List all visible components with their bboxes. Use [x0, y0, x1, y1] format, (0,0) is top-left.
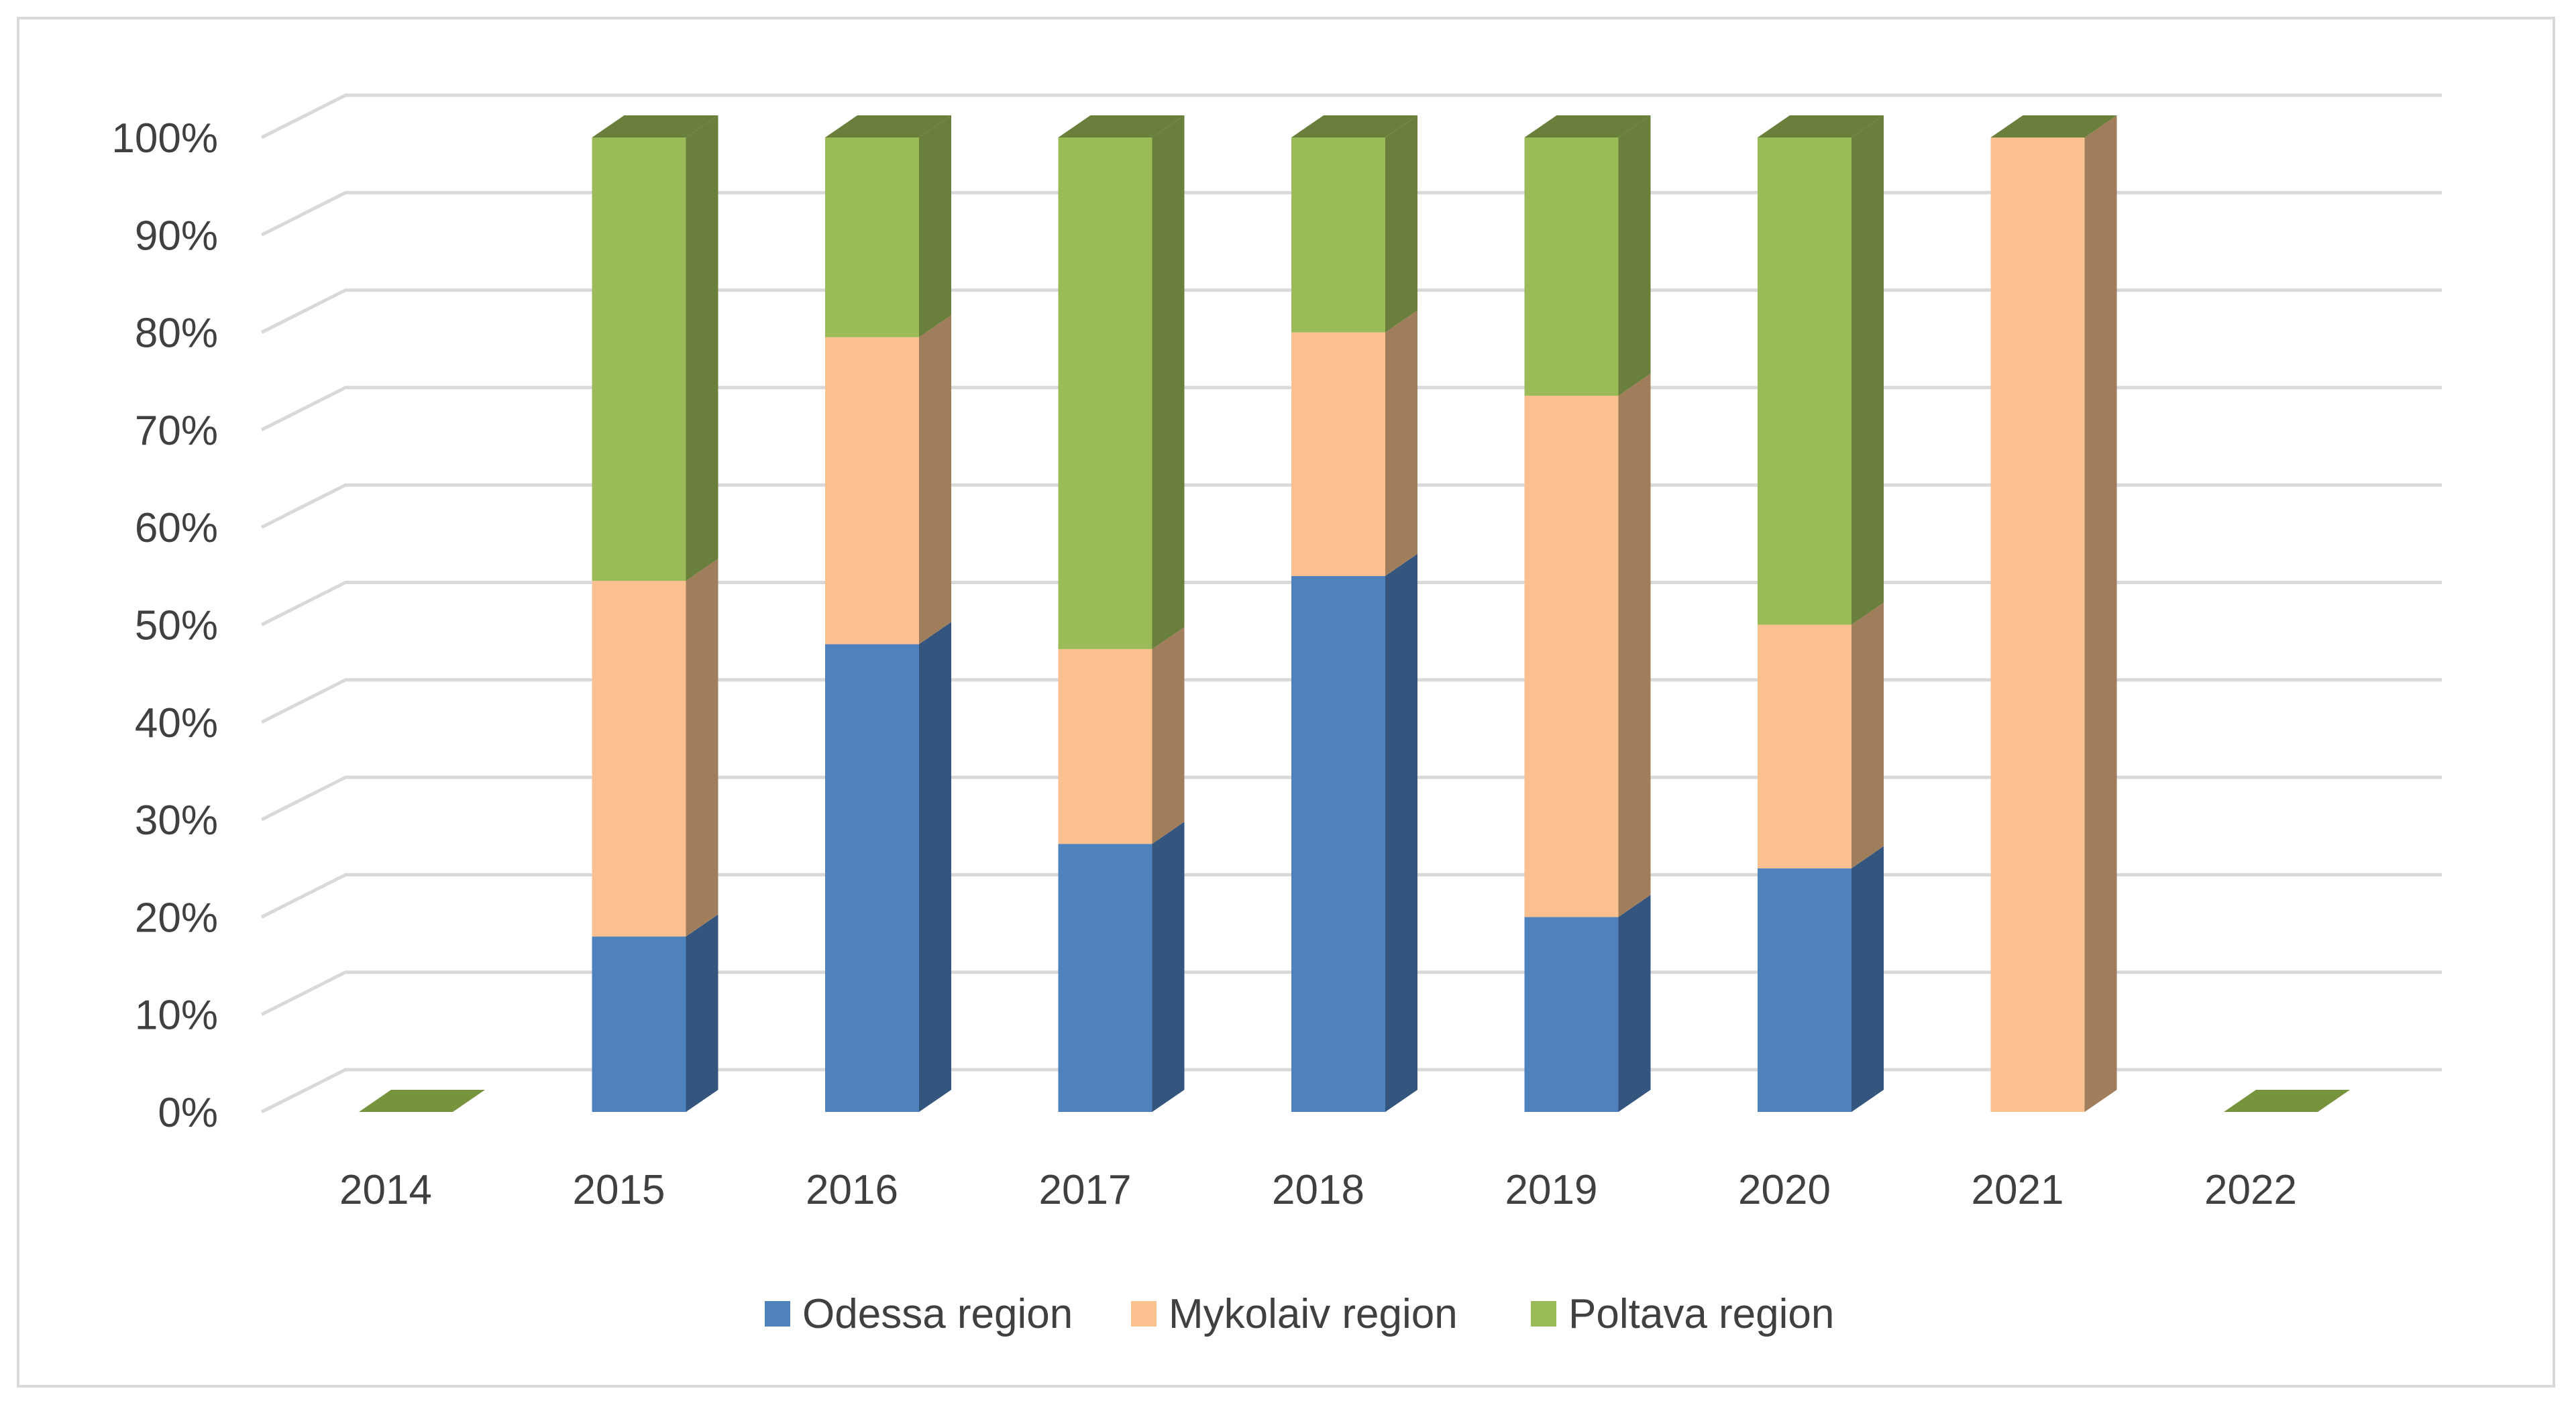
bar-top-cap — [825, 115, 951, 137]
gridline — [260, 775, 2442, 822]
gridline — [260, 386, 2442, 432]
gridline — [260, 288, 2442, 334]
x-tick-label: 2018 — [1272, 1167, 1364, 1213]
bar-top-cap — [1291, 115, 1417, 137]
bar-segment-side — [1385, 553, 1417, 1112]
bar-segment — [592, 137, 686, 581]
y-tick-label: 60% — [135, 505, 218, 551]
gridlines — [260, 93, 2442, 1114]
bar-segment-side — [1385, 115, 1417, 333]
bar-segment-side — [1152, 822, 1185, 1112]
bar-segment-side — [1851, 846, 1884, 1112]
bar-segment — [592, 581, 686, 937]
y-tick-label: 0% — [158, 1090, 218, 1136]
gridline — [260, 483, 2442, 529]
x-tick-label: 2016 — [806, 1167, 898, 1213]
bar-segment — [1291, 137, 1385, 333]
bar-segment-side — [1618, 115, 1651, 396]
bar-top-cap — [1990, 115, 2117, 137]
y-tick-label: 100% — [111, 115, 218, 162]
x-tick-label: 2014 — [339, 1167, 432, 1213]
legend: Odessa region Mykolaiv region Poltava regi… — [765, 1291, 1834, 1337]
bar-segment — [825, 337, 919, 644]
gridline — [260, 1068, 2442, 1114]
gridline — [260, 581, 2442, 626]
x-tick-label: 2017 — [1039, 1167, 1132, 1213]
bar-segment — [1758, 137, 1851, 625]
legend-label: Odessa region — [802, 1291, 1073, 1337]
bar-segment-side — [919, 315, 951, 644]
x-tick-label: 2015 — [573, 1167, 665, 1213]
x-axis-ticks: 2014 2015 2016 2017 2018 2019 2020 2021 2022 — [339, 1167, 2297, 1213]
bars — [359, 115, 2350, 1112]
bar-segment-side — [1385, 310, 1417, 576]
bar-top-cap — [1058, 115, 1185, 137]
bar-segment — [1758, 868, 1851, 1112]
bar-segment — [1291, 575, 1385, 1112]
y-tick-label: 80% — [135, 311, 218, 357]
bar-top-cap — [1524, 115, 1651, 137]
bar-segment — [1058, 649, 1152, 844]
bar-segment — [825, 137, 919, 337]
bar-segment — [825, 644, 919, 1112]
bar-segment-side — [686, 914, 718, 1112]
y-tick-label: 50% — [135, 603, 218, 649]
y-tick-label: 10% — [135, 993, 218, 1039]
legend-swatch — [765, 1301, 790, 1327]
bar-top-cap — [1758, 115, 1884, 137]
bar-segment — [1524, 137, 1619, 396]
bar-segment-side — [686, 559, 718, 937]
gridline — [260, 93, 2442, 139]
bar-segment — [1058, 137, 1152, 649]
y-tick-label: 90% — [135, 213, 218, 259]
bar-segment-side — [1152, 626, 1185, 844]
gridline — [260, 970, 2442, 1016]
legend-label: Poltava region — [1568, 1291, 1834, 1337]
bar-segment — [1291, 332, 1385, 576]
legend-swatch — [1131, 1301, 1157, 1327]
bar-segment-side — [1152, 115, 1185, 649]
x-tick-label: 2022 — [2204, 1167, 2297, 1213]
gridline — [260, 873, 2442, 919]
bar-segment-side — [919, 622, 951, 1112]
x-tick-label: 2019 — [1505, 1167, 1598, 1213]
gridline — [260, 678, 2442, 724]
bar-top-cap — [359, 1090, 485, 1112]
y-tick-label: 70% — [135, 408, 218, 454]
bar-segment — [1058, 844, 1152, 1112]
legend-swatch — [1531, 1301, 1556, 1327]
gridline — [260, 190, 2442, 237]
y-tick-label: 40% — [135, 700, 218, 746]
bar-segment-side — [1851, 602, 1884, 868]
legend-label: Mykolaiv region — [1169, 1291, 1458, 1337]
y-axis-ticks: 0% 10% 20% 30% 40% 50% 60% 70% 80% 90% 100% — [111, 115, 218, 1136]
bar-segment-side — [2084, 115, 2117, 1112]
bar-segment — [1990, 137, 2085, 1112]
bar-segment — [1524, 396, 1619, 917]
chart-frame — [17, 17, 2555, 1388]
y-tick-label: 20% — [135, 895, 218, 941]
bar-segment — [1758, 624, 1851, 868]
bar-segment-side — [1851, 115, 1884, 625]
x-tick-label: 2021 — [1972, 1167, 2064, 1213]
bar-segment-side — [686, 115, 718, 581]
bar-segment — [592, 936, 686, 1112]
y-tick-label: 30% — [135, 797, 218, 844]
bar-top-cap — [592, 115, 718, 137]
bar-top-cap — [2224, 1090, 2350, 1112]
x-tick-label: 2020 — [1738, 1167, 1831, 1213]
bar-segment-side — [1618, 895, 1651, 1112]
bar-segment-side — [1618, 374, 1651, 917]
bar-segment — [1524, 917, 1619, 1112]
bar-segment-side — [919, 115, 951, 337]
